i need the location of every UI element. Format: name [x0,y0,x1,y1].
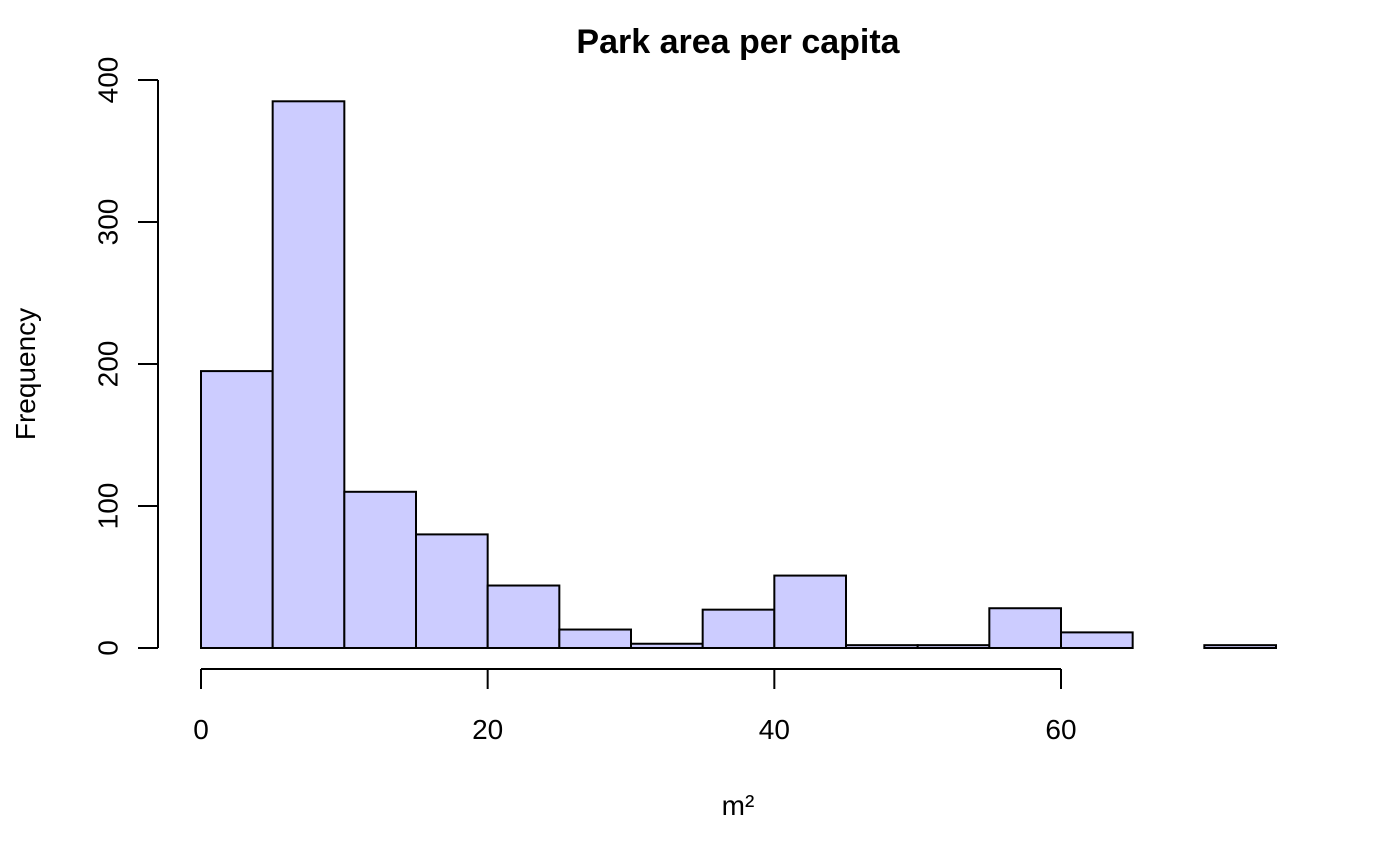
histogram-bar [630,642,704,649]
histogram-bar [415,533,489,650]
y-axis-label: Frequency [10,308,41,440]
histogram-bar [271,100,346,650]
x-axis-label: m² [722,790,755,821]
y-axis: 0 100 200 300 400 [92,57,159,656]
histogram-bar [916,644,991,649]
y-tick-label: 200 [92,341,123,388]
histogram-bar [343,490,418,649]
x-tick-label: 0 [193,714,209,745]
histogram-bar [701,608,776,649]
y-tick-label: 0 [92,640,123,656]
histogram-bar [486,584,561,650]
x-tick-label: 60 [1045,714,1076,745]
histogram-bar [558,628,632,649]
x-tick-label: 20 [472,714,503,745]
bars-group [200,100,1278,650]
histogram-bar [845,644,919,649]
histogram-bar [200,370,274,649]
y-tick-label: 400 [92,57,123,104]
x-axis: 0 20 40 60 [193,668,1077,745]
y-tick-label: 300 [92,199,123,246]
chart-title: Park area per capita [576,23,900,61]
histogram-bar [773,574,847,650]
histogram-bar [988,607,1062,649]
x-tick-label: 40 [759,714,790,745]
histogram-bar [1203,644,1278,649]
histogram-bar [1060,631,1134,650]
y-tick-label: 100 [92,483,123,530]
